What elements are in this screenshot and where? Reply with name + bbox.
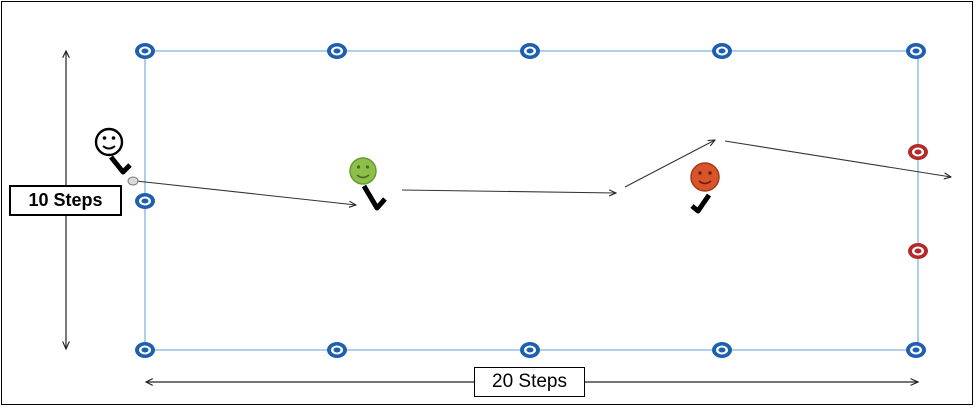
field-boundary (144, 50, 919, 351)
blue-cone-icon (906, 342, 926, 358)
blue-cone-icon (906, 43, 926, 59)
blue-cone-icon (327, 342, 347, 358)
blue-cone-icon (135, 193, 155, 209)
red-cones (908, 144, 928, 259)
start-cone-icon (127, 176, 139, 186)
blue-cone-icon (712, 342, 732, 358)
path-arrow-4 (724, 140, 951, 177)
height-label: 10 Steps (9, 185, 122, 216)
path-arrow-1 (135, 180, 356, 205)
blue-cone-icon (712, 43, 732, 59)
middle-player-icon (349, 157, 387, 211)
path-arrow-2 (401, 190, 616, 193)
blue-cone-icon (520, 342, 540, 358)
width-label: 20 Steps (474, 367, 585, 397)
blue-cone-icon (327, 43, 347, 59)
blue-cone-icon (135, 43, 155, 59)
blue-cone-icon (135, 342, 155, 358)
path-arrow-3 (624, 140, 715, 188)
goal-player-icon (690, 162, 720, 214)
blue-cone-icon (520, 43, 540, 59)
movement-path (135, 140, 951, 205)
blue-cones (135, 43, 926, 358)
start-player-icon (94, 127, 132, 175)
red-cone-icon (908, 243, 928, 259)
red-cone-icon (908, 144, 928, 160)
